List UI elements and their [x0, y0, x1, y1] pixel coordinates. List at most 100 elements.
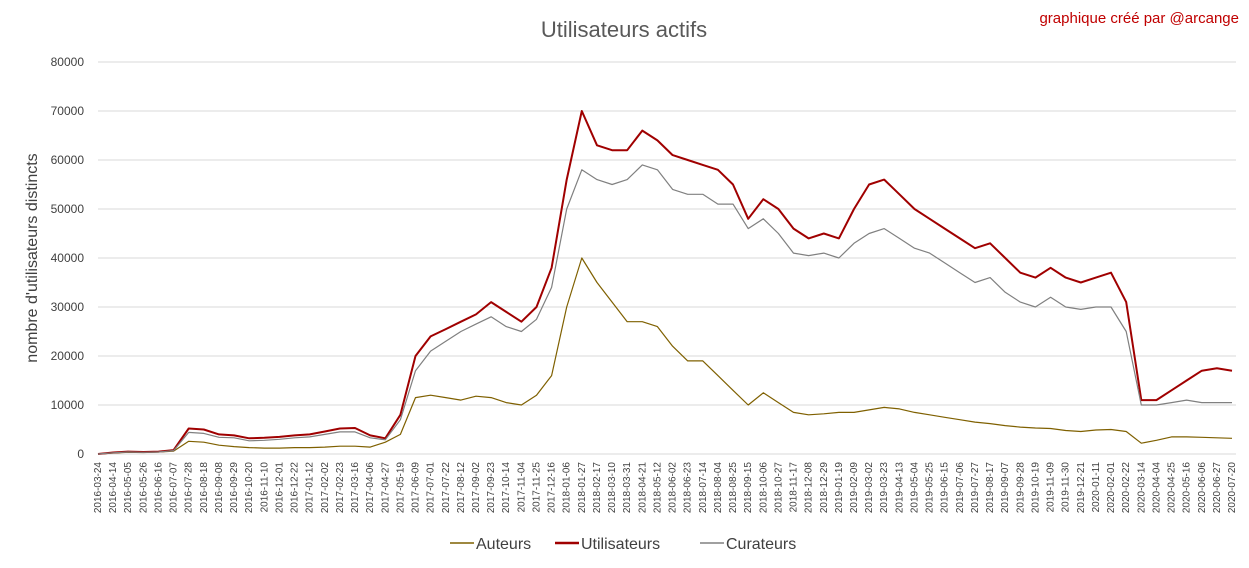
chart-title: Utilisateurs actifs [541, 17, 707, 42]
x-tick-label: 2018-10-06 [758, 462, 769, 514]
x-tick-label: 2017-11-25 [531, 462, 542, 513]
x-tick-label: 2017-04-06 [365, 462, 376, 514]
x-tick-label: 2016-09-08 [214, 462, 225, 514]
x-tick-label: 2019-11-30 [1061, 462, 1072, 513]
series-lines [97, 110, 1233, 455]
x-tick-label: 2019-09-28 [1015, 462, 1026, 514]
x-tick-label: 2016-04-14 [108, 462, 119, 514]
x-tick-label: 2018-08-25 [728, 462, 739, 514]
x-tick-label: 2019-08-17 [985, 462, 996, 514]
x-tick-label: 2019-07-27 [970, 462, 981, 514]
x-tick-label: 2016-06-16 [153, 462, 164, 514]
x-tick-label: 2017-04-27 [380, 462, 391, 514]
series-line-utilisateurs [97, 110, 1233, 455]
x-tick-label: 2019-04-13 [894, 462, 905, 514]
x-tick-label: 2019-10-19 [1030, 462, 1041, 514]
x-tick-label: 2020-04-04 [1151, 462, 1162, 514]
y-tick-label: 0 [77, 447, 84, 461]
y-axis-label: nombre d'utilisateurs distincts [24, 153, 41, 362]
x-tick-label: 2017-05-19 [395, 462, 406, 514]
y-tick-label: 30000 [51, 300, 85, 314]
x-tick-label: 2020-07-20 [1227, 462, 1238, 514]
x-tick-label: 2019-06-15 [940, 462, 951, 514]
x-tick-label: 2018-07-14 [698, 462, 709, 514]
x-tick-label: 2019-11-09 [1046, 462, 1057, 513]
x-tick-label: 2019-07-06 [955, 462, 966, 514]
x-axis-ticks: 2016-03-24 2016-04-14 2016-05-05 2016-05-26… [93, 462, 1238, 514]
x-tick-label: 2020-02-22 [1121, 462, 1132, 514]
x-tick-label: 2016-05-26 [138, 462, 149, 514]
legend-label-auteurs: Auteurs [476, 536, 531, 553]
x-tick-label: 2016-11-10 [259, 462, 270, 513]
x-tick-label: 2019-12-21 [1076, 462, 1087, 514]
x-tick-label: 2016-07-28 [184, 462, 195, 514]
x-tick-label: 2018-11-17 [789, 462, 800, 513]
x-tick-label: 2019-05-04 [909, 462, 920, 514]
x-tick-label: 2017-11-04 [516, 462, 527, 513]
y-tick-label: 40000 [51, 251, 85, 265]
x-tick-label: 2018-05-12 [652, 462, 663, 514]
x-tick-label: 2020-06-06 [1197, 462, 1208, 514]
x-tick-label: 2017-09-02 [471, 462, 482, 514]
y-tick-label: 50000 [51, 202, 85, 216]
x-tick-label: 2018-08-04 [713, 462, 724, 514]
x-tick-label: 2017-01-12 [305, 462, 316, 514]
x-tick-label: 2019-03-23 [879, 462, 890, 514]
x-tick-label: 2017-03-16 [350, 462, 361, 514]
x-tick-label: 2016-09-29 [229, 462, 240, 514]
x-tick-label: 2016-07-07 [169, 462, 180, 514]
x-tick-label: 2016-12-22 [290, 462, 301, 514]
x-tick-label: 2020-04-25 [1167, 462, 1178, 514]
y-tick-label: 60000 [51, 153, 85, 167]
x-tick-label: 2017-07-22 [441, 462, 452, 514]
x-tick-label: 2017-09-23 [486, 462, 497, 514]
x-tick-label: 2017-12-16 [547, 462, 558, 514]
x-tick-label: 2020-02-01 [1106, 462, 1117, 514]
x-tick-label: 2018-01-27 [577, 462, 588, 514]
legend-label-curateurs: Curateurs [726, 536, 796, 553]
x-tick-label: 2017-02-23 [335, 462, 346, 514]
x-tick-label: 2018-06-23 [683, 462, 694, 514]
x-tick-label: 2017-06-09 [411, 462, 422, 514]
series-line-auteurs [97, 257, 1233, 455]
x-tick-label: 2017-10-14 [501, 462, 512, 514]
x-tick-label: 2020-01-11 [1091, 462, 1102, 513]
x-tick-label: 2018-03-31 [622, 462, 633, 514]
x-tick-label: 2019-03-02 [864, 462, 875, 514]
x-tick-label: 2019-05-25 [925, 462, 936, 514]
x-tick-label: 2019-09-07 [1000, 462, 1011, 514]
x-tick-label: 2020-03-14 [1136, 462, 1147, 514]
x-tick-label: 2016-03-24 [93, 462, 104, 514]
x-tick-label: 2018-12-29 [819, 462, 830, 514]
chart-credit: graphique créé par @arcange [1039, 10, 1239, 27]
x-tick-label: 2018-04-21 [637, 462, 648, 514]
x-tick-label: 2018-03-10 [607, 462, 618, 514]
y-axis-ticks: 0 10000 20000 30000 40000 50000 60000 70000 8000… [51, 55, 85, 461]
x-tick-label: 2018-09-15 [743, 462, 754, 514]
x-tick-label: 2019-01-19 [834, 462, 845, 514]
x-tick-label: 2018-10-27 [773, 462, 784, 514]
x-tick-label: 2018-12-08 [804, 462, 815, 514]
legend: Auteurs Utilisateurs Curateurs [450, 536, 796, 553]
x-tick-label: 2016-12-01 [274, 462, 285, 514]
y-tick-label: 10000 [51, 398, 85, 412]
x-tick-label: 2016-08-18 [199, 462, 210, 514]
gridlines [98, 61, 1236, 455]
x-tick-label: 2017-08-12 [456, 462, 467, 514]
y-tick-label: 20000 [51, 349, 85, 363]
x-tick-label: 2016-05-05 [123, 462, 134, 514]
y-tick-label: 80000 [51, 55, 85, 69]
x-tick-label: 2018-06-02 [668, 462, 679, 514]
legend-label-utilisateurs: Utilisateurs [581, 536, 660, 553]
x-tick-label: 2017-07-01 [426, 462, 437, 514]
x-tick-label: 2020-05-16 [1182, 462, 1193, 514]
x-tick-label: 2019-02-09 [849, 462, 860, 514]
x-tick-label: 2016-10-20 [244, 462, 255, 514]
x-tick-label: 2020-06-27 [1212, 462, 1223, 514]
x-tick-label: 2018-01-06 [562, 462, 573, 514]
x-tick-label: 2018-02-17 [592, 462, 603, 514]
series-line-curateurs [97, 164, 1232, 455]
y-tick-label: 70000 [51, 104, 85, 118]
x-tick-label: 2017-02-02 [320, 462, 331, 514]
